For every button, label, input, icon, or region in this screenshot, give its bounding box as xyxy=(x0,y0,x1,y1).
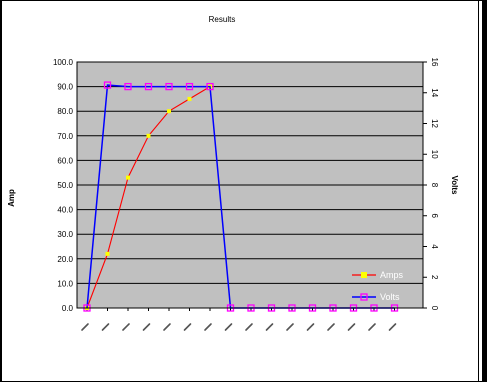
y2-tick-label: 16 xyxy=(430,58,439,67)
y2-tick-label: 0 xyxy=(430,306,439,311)
y-tick-label: 50.0 xyxy=(57,181,73,190)
y2-tick-label: 2 xyxy=(430,275,439,280)
x-tick-label xyxy=(163,323,171,331)
y2-tick-label: 4 xyxy=(430,244,439,249)
x-tick-label xyxy=(265,323,274,331)
x-tick-label xyxy=(368,323,376,331)
y-axis-label: Amp xyxy=(7,189,16,207)
x-tick-label xyxy=(81,323,89,331)
frame-right-edge xyxy=(482,0,486,382)
y-tick-label: 60.0 xyxy=(57,156,73,165)
amps-point xyxy=(126,175,130,180)
legend: Amps Volts xyxy=(352,270,404,302)
y2-tick-label: 10 xyxy=(430,150,439,159)
legend-amps-marker xyxy=(361,272,367,278)
x-tick-label xyxy=(204,323,212,331)
volts-point xyxy=(124,82,132,91)
x-tick-label xyxy=(347,323,356,331)
y-tick-label: 10.0 xyxy=(57,279,73,288)
y-tick-label: 0.0 xyxy=(62,304,74,313)
legend-volts-label: Volts xyxy=(380,292,400,302)
x-tick-label xyxy=(183,323,192,331)
gridlines xyxy=(77,86,423,284)
volts-point xyxy=(165,82,173,91)
y-tick-label: 80.0 xyxy=(57,107,73,116)
x-tick-label xyxy=(306,323,315,331)
x-tick-label xyxy=(122,323,130,331)
y-tick-label: 40.0 xyxy=(57,206,73,215)
x-tick-label xyxy=(388,323,397,331)
y-tick-label: 30.0 xyxy=(57,230,73,239)
x-tick-label xyxy=(286,323,294,331)
y-tick-label: 70.0 xyxy=(57,132,73,141)
frame-left-edge xyxy=(0,0,2,382)
x-tick-label xyxy=(327,323,335,331)
x-tick-label xyxy=(224,323,233,331)
y-tick-label: 90.0 xyxy=(57,83,73,92)
y-axis-ticks: 0.0 10.0 20.0 30.0 40.0 50.0 60.0 70.0 80.0 90.0 1… xyxy=(53,58,74,313)
volts-point xyxy=(144,82,153,91)
y2-axis-ticks: 0 2 4 6 8 10 12 14 16 xyxy=(423,58,439,311)
amps-point xyxy=(105,251,110,256)
amps-point xyxy=(187,96,192,101)
legend-volts-marker xyxy=(360,293,368,301)
y2-tick-label: 6 xyxy=(430,214,439,219)
x-tick-label xyxy=(142,323,151,331)
volts-point xyxy=(103,81,112,89)
chart-title: Results xyxy=(209,15,236,24)
y2-tick-label: 12 xyxy=(430,119,439,128)
y-tick-label: 20.0 xyxy=(57,255,73,264)
y2-axis-label: Volts xyxy=(450,176,459,196)
y2-tick-label: 14 xyxy=(430,88,439,97)
legend-amps-label: Amps xyxy=(380,270,404,280)
y-tick-label: 100.0 xyxy=(53,58,74,67)
x-tick-label xyxy=(101,323,110,331)
amps-point xyxy=(167,109,171,114)
frame-right-inner-edge xyxy=(478,0,479,382)
plot-border xyxy=(76,61,424,309)
volts-point xyxy=(206,82,214,91)
amps-point xyxy=(146,133,151,138)
y2-tick-label: 8 xyxy=(430,183,439,188)
volts-point xyxy=(185,82,194,91)
x-tick-label xyxy=(245,323,253,331)
